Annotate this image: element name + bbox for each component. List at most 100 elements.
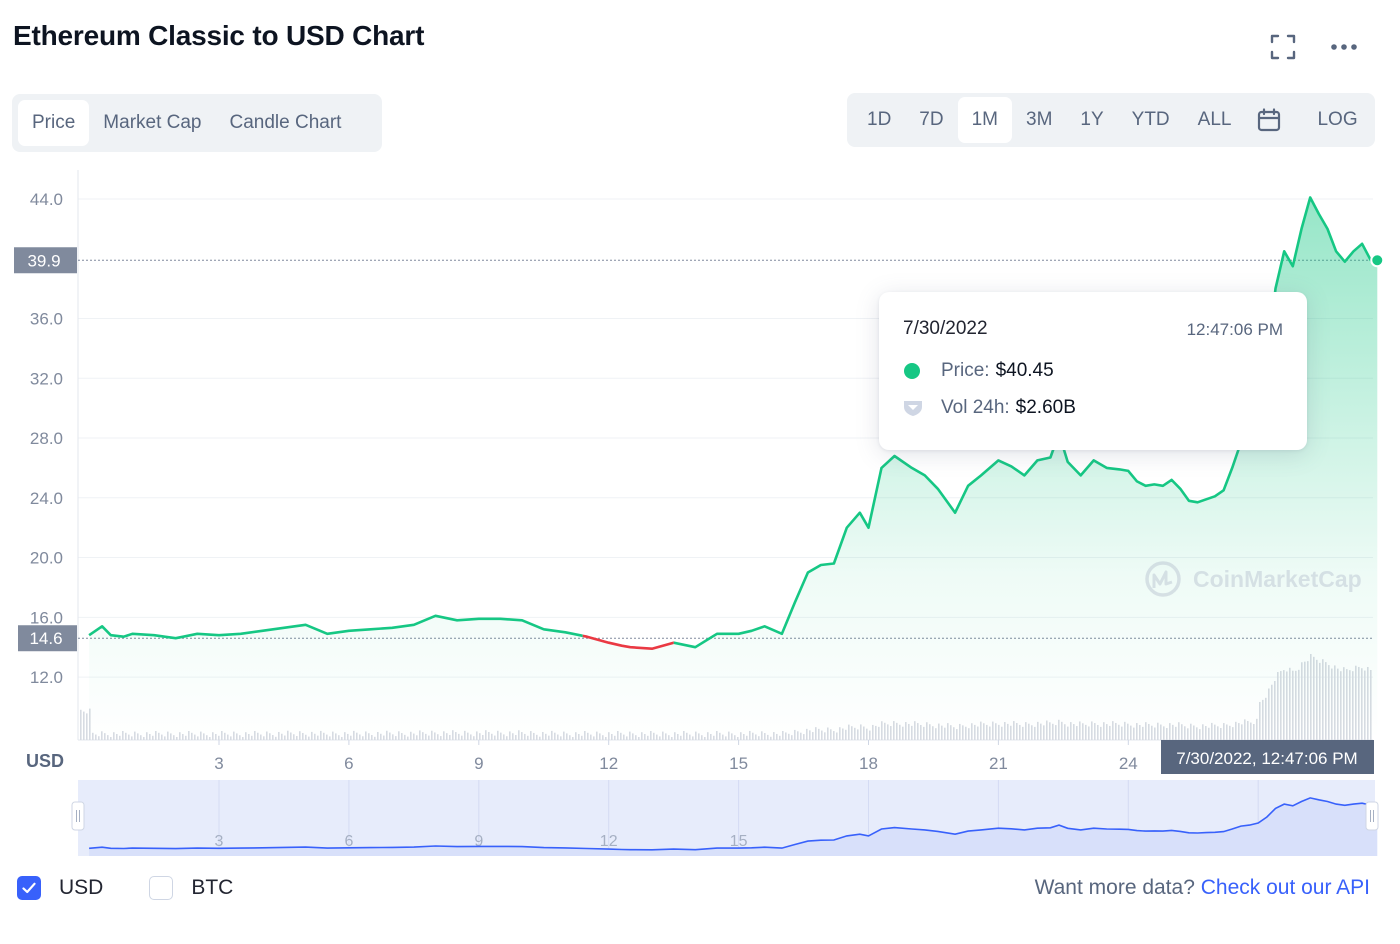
log-toggle[interactable]: LOG xyxy=(1317,109,1358,130)
navigator-handle-left[interactable] xyxy=(71,801,85,831)
volume-bar xyxy=(1046,720,1048,740)
range-ytd[interactable]: YTD xyxy=(1131,109,1170,130)
volume-bar xyxy=(341,736,343,740)
navigator-tick-label: 18 xyxy=(860,833,878,850)
crosshair-label: 7/30/2022, 12:47:06 PM xyxy=(1176,749,1357,768)
volume-bar xyxy=(731,733,733,740)
volume-bar xyxy=(908,723,910,740)
navigator-handle-right[interactable] xyxy=(1365,801,1379,831)
volume-bar xyxy=(482,734,484,740)
volume-bar xyxy=(884,722,886,740)
volume-bar xyxy=(122,731,124,740)
tab-candle-chart[interactable]: Candle Chart xyxy=(229,112,342,133)
time-range-selector: 1D 7D 1M 3M 1Y YTD ALL LOG xyxy=(847,93,1375,147)
volume-bar xyxy=(878,726,880,740)
more-dots-icon xyxy=(1331,44,1357,50)
volume-bar xyxy=(1349,670,1351,740)
volume-bar xyxy=(929,724,931,740)
volume-bar xyxy=(626,736,628,740)
volume-bar xyxy=(1322,659,1324,740)
volume-bar xyxy=(311,731,313,740)
volume-bar xyxy=(347,733,349,740)
range-1m[interactable]: 1M xyxy=(957,97,1012,143)
volume-bar xyxy=(842,728,844,740)
tab-price[interactable]: Price xyxy=(18,100,90,146)
range-3m[interactable]: 3M xyxy=(1026,109,1053,130)
btc-checkbox[interactable] xyxy=(149,876,174,900)
volume-bar xyxy=(1136,723,1138,740)
volume-bar xyxy=(992,721,994,740)
tooltip-price-value: $40.45 xyxy=(995,360,1054,381)
volume-bar xyxy=(1196,727,1198,740)
volume-bar xyxy=(116,734,118,740)
volume-bar xyxy=(371,735,373,740)
tooltip-price-row: Price: $40.45 xyxy=(903,360,1054,382)
volume-bar xyxy=(944,727,946,740)
volume-bar xyxy=(1301,662,1303,740)
volume-bar xyxy=(221,731,223,740)
volume-bar xyxy=(1202,724,1204,740)
api-link[interactable]: Check out our API xyxy=(1200,876,1370,899)
range-7d[interactable]: 7D xyxy=(919,109,944,130)
volume-bar xyxy=(1346,669,1348,740)
volume-bar xyxy=(1121,726,1123,740)
tooltip-volume-label: Vol 24h: xyxy=(941,397,1010,418)
tab-market-cap[interactable]: Market Cap xyxy=(103,112,202,133)
more-options-button[interactable] xyxy=(1327,30,1361,64)
volume-bar xyxy=(86,713,88,740)
volume-bar xyxy=(185,735,187,740)
volume-bar xyxy=(152,735,154,740)
volume-bar xyxy=(770,736,772,740)
range-1y[interactable]: 1Y xyxy=(1080,109,1104,130)
volume-bar xyxy=(476,731,478,740)
fullscreen-button[interactable] xyxy=(1266,30,1300,64)
y-tick-label: 20.0 xyxy=(30,549,63,568)
volume-bar xyxy=(1223,723,1225,740)
range-all[interactable]: ALL xyxy=(1197,109,1232,130)
volume-bar xyxy=(212,732,214,740)
volume-bar xyxy=(1337,668,1339,740)
volume-bar xyxy=(914,721,916,740)
range-1d[interactable]: 1D xyxy=(867,109,892,130)
volume-bar xyxy=(896,722,898,740)
volume-bar xyxy=(365,731,367,740)
volume-bar xyxy=(815,727,817,740)
calendar-button[interactable] xyxy=(1245,97,1293,143)
axis-currency-label: USD xyxy=(26,751,64,771)
volume-bar xyxy=(1154,727,1156,740)
x-tick-label: 21 xyxy=(989,754,1008,773)
volume-bar xyxy=(1040,723,1042,740)
volume-bar xyxy=(83,711,85,740)
volume-bar xyxy=(1076,726,1078,740)
volume-bar xyxy=(1319,662,1321,740)
volume-bar xyxy=(464,730,466,740)
volume-bar xyxy=(653,732,655,740)
volume-bar xyxy=(692,736,694,740)
usd-checkbox[interactable] xyxy=(17,876,41,900)
volume-bar xyxy=(563,731,565,740)
navigator-tick-label: 24 xyxy=(1119,833,1137,850)
volume-bar xyxy=(1163,726,1165,740)
volume-bar xyxy=(716,731,718,740)
volume-bar xyxy=(407,736,409,740)
volume-bar xyxy=(632,733,634,740)
volume-bar xyxy=(641,732,643,740)
volume-bar xyxy=(1280,671,1282,740)
volume-bar xyxy=(242,737,244,740)
volume-bar xyxy=(674,732,676,740)
navigator-tick-label: 6 xyxy=(344,833,353,850)
volume-bar xyxy=(1256,718,1258,740)
volume-bar xyxy=(1331,668,1333,740)
volume-bar xyxy=(1082,723,1084,740)
volume-bar xyxy=(1208,727,1210,740)
volume-bar xyxy=(521,732,523,740)
volume-bar xyxy=(791,735,793,740)
volume-bar xyxy=(629,731,631,740)
volume-shield-icon xyxy=(904,401,922,416)
volume-bar xyxy=(230,736,232,740)
volume-bar xyxy=(542,731,544,740)
volume-bar xyxy=(704,737,706,740)
volume-bar xyxy=(620,732,622,740)
volume-bar xyxy=(413,733,415,740)
volume-bar xyxy=(467,732,469,740)
